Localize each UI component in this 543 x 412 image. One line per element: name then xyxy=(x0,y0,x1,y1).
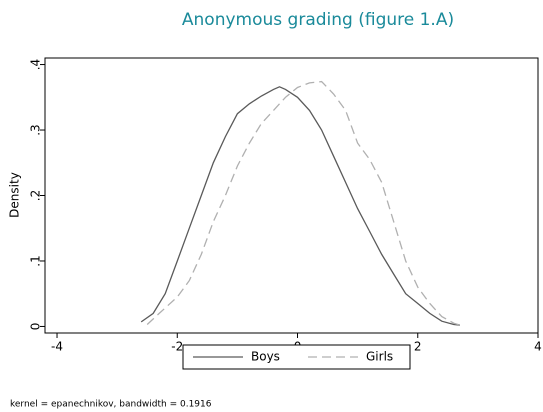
legend-label: Girls xyxy=(366,350,393,364)
y-tick-label: .3 xyxy=(29,124,43,135)
x-tick-label: 2 xyxy=(414,340,422,354)
y-tick-label: 0 xyxy=(29,323,43,331)
y-tick-label: .4 xyxy=(29,59,43,70)
note: kernel = epanechnikov, bandwidth = 0.191… xyxy=(10,400,212,410)
y-tick-label: .1 xyxy=(29,255,43,266)
y-tick-label: .2 xyxy=(29,190,43,201)
plot-frame xyxy=(44,57,539,334)
legend-box xyxy=(182,344,411,370)
y-axis-label: Density xyxy=(8,172,22,218)
x-tick-label: 4 xyxy=(534,340,542,354)
x-tick-label: -2 xyxy=(171,340,183,354)
chart-title: Anonymous grading (figure 1.A) xyxy=(182,10,454,30)
x-tick-label: -4 xyxy=(51,340,63,354)
density-line xyxy=(140,86,460,326)
density-line xyxy=(146,80,460,326)
legend-label: Boys xyxy=(251,350,280,364)
